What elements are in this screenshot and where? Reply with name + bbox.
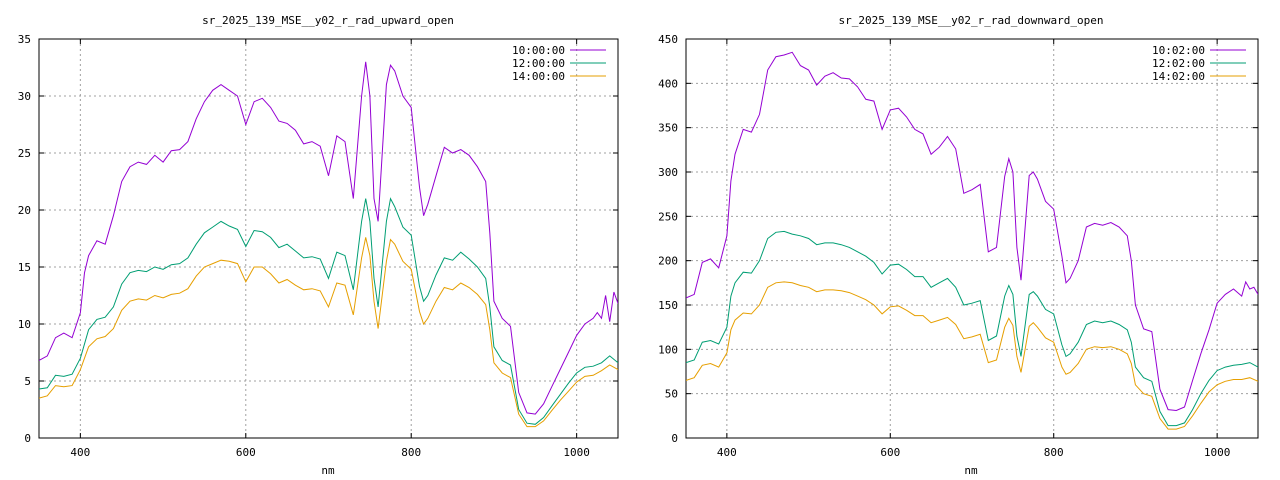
x-tick-label: 800 xyxy=(401,446,421,459)
series-line xyxy=(686,281,1258,430)
x-tick-label: 1000 xyxy=(1204,446,1231,459)
plot-frame xyxy=(685,38,1259,439)
series-line xyxy=(686,230,1258,427)
y-tick-label: 5 xyxy=(24,375,31,388)
chart-title: sr_2025_139_MSE__y02_r_rad_downward_open xyxy=(839,14,1104,27)
x-axis-label: nm xyxy=(964,464,978,477)
y-tick-label: 350 xyxy=(658,122,678,135)
legend-label: 14:02:00 xyxy=(1152,70,1205,83)
x-tick-label: 600 xyxy=(236,446,256,459)
y-tick-label: 150 xyxy=(658,299,678,312)
y-tick-label: 30 xyxy=(18,90,31,103)
y-tick-label: 50 xyxy=(665,388,678,401)
y-tick-label: 35 xyxy=(18,33,31,46)
chart-left: sr_2025_139_MSE__y02_r_rad_upward_open n… xyxy=(18,14,619,477)
y-tick-label: 0 xyxy=(671,432,678,445)
x-tick-label: 1000 xyxy=(563,446,590,459)
x-axis-label: nm xyxy=(321,464,335,477)
legend-label: 10:02:00 xyxy=(1152,44,1205,57)
x-tick-label: 400 xyxy=(70,446,90,459)
series-line xyxy=(39,197,618,425)
legend-label: 12:02:00 xyxy=(1152,57,1205,70)
x-tick-label: 600 xyxy=(880,446,900,459)
y-tick-label: 300 xyxy=(658,166,678,179)
y-tick-label: 400 xyxy=(658,77,678,90)
y-tick-label: 250 xyxy=(658,210,678,223)
x-tick-label: 400 xyxy=(717,446,737,459)
legend-label: 10:00:00 xyxy=(512,44,565,57)
x-tick-label: 800 xyxy=(1044,446,1064,459)
chart-right: sr_2025_139_MSE__y02_r_rad_downward_open… xyxy=(658,14,1259,477)
series-line xyxy=(39,237,618,428)
series-line xyxy=(686,51,1258,412)
legend-label: 12:00:00 xyxy=(512,57,565,70)
y-tick-label: 0 xyxy=(24,432,31,445)
legend-label: 14:00:00 xyxy=(512,70,565,83)
y-tick-label: 25 xyxy=(18,147,31,160)
y-tick-label: 450 xyxy=(658,33,678,46)
series-line xyxy=(39,61,618,415)
y-tick-label: 15 xyxy=(18,261,31,274)
y-tick-label: 200 xyxy=(658,255,678,268)
y-tick-label: 20 xyxy=(18,204,31,217)
chart-title: sr_2025_139_MSE__y02_r_rad_upward_open xyxy=(202,14,454,27)
y-tick-label: 10 xyxy=(18,318,31,331)
plot-frame xyxy=(38,38,619,439)
y-tick-label: 100 xyxy=(658,343,678,356)
